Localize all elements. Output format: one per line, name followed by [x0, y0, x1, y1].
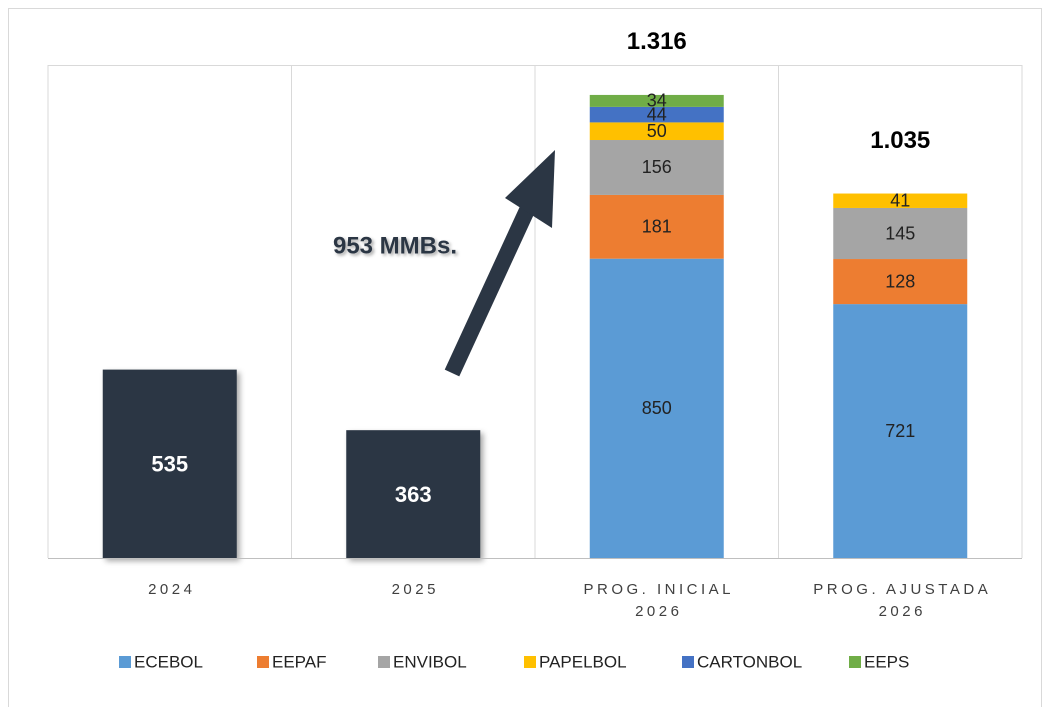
bar-label: 363 — [395, 482, 432, 507]
bar — [346, 430, 481, 558]
segment-label: 156 — [642, 157, 672, 177]
x-tick-label: 2024 — [148, 581, 195, 598]
legend-swatch — [378, 656, 390, 668]
x-tick-label: PROG. INICIAL — [583, 581, 734, 598]
segment-label: 44 — [647, 104, 667, 124]
bar-segment — [833, 304, 968, 558]
bar-label: 535 — [151, 452, 188, 477]
legend-swatch — [119, 656, 131, 668]
bar-segment — [589, 258, 724, 558]
annotation: 953 MMBs. — [333, 232, 457, 259]
bar-segment — [833, 193, 968, 208]
bar — [102, 369, 237, 558]
legend-label: ECEBOL — [134, 652, 203, 671]
growth-arrow — [444, 150, 555, 377]
bar-segment — [833, 207, 968, 260]
x-tick-label: 2026 — [879, 603, 926, 620]
legend-swatch — [849, 656, 861, 668]
arrow-shaft — [444, 204, 536, 377]
segment-label: 181 — [642, 217, 672, 237]
legend-swatch — [524, 656, 536, 668]
legend-label: ENVIBOL — [393, 652, 467, 671]
segment-label: 721 — [885, 421, 915, 441]
bar-segment — [833, 259, 968, 305]
bar-segment — [589, 194, 724, 259]
arrow-head — [505, 150, 555, 228]
x-tick-label: 2026 — [635, 603, 682, 620]
segment-label: 850 — [642, 398, 672, 418]
bar-segment — [589, 106, 724, 123]
segment-label: 50 — [647, 121, 667, 141]
bar-segment — [589, 122, 724, 141]
x-tick-label: 2025 — [392, 581, 439, 598]
legend-label: EEPAF — [272, 652, 326, 671]
legend-label: EEPS — [864, 652, 909, 671]
legend-label: CARTONBOL — [697, 652, 802, 671]
bar-segment — [589, 94, 724, 107]
x-tick-label: PROG. AJUSTADA — [813, 581, 991, 598]
segment-label: 128 — [885, 271, 915, 291]
segment-label: 145 — [885, 223, 915, 243]
total-label: 1.316 — [627, 28, 687, 55]
legend-swatch — [682, 656, 694, 668]
legend-label: PAPELBOL — [539, 652, 627, 671]
segment-label: 34 — [647, 91, 667, 111]
segment-label: 41 — [890, 191, 910, 211]
total-label: 1.035 — [870, 127, 930, 154]
legend-swatch — [257, 656, 269, 668]
bar-segment — [589, 140, 724, 195]
